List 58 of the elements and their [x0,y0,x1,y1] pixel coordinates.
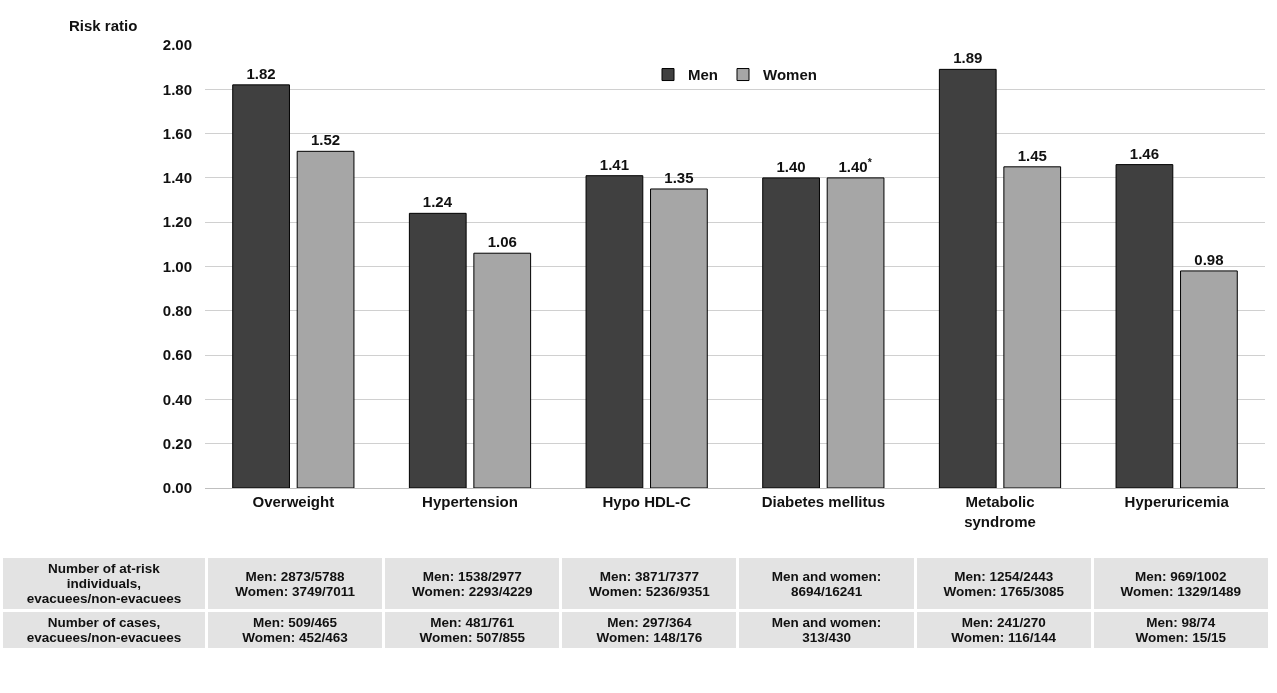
text: Men: 1538/2977 Women: 2293/4229 [383,556,561,611]
text: Men: 509/465 Women: 452/463 [206,610,384,650]
bar [938,68,997,488]
y-axis-title: Risk ratio [69,17,138,34]
data-label: 1.40$^{*}$ [838,155,873,175]
bar [1180,270,1238,488]
y-tick-label: 0.80 [162,302,192,320]
bar [408,212,467,488]
y-tick-label: 1.40 [162,169,192,187]
bar [1115,164,1174,488]
y-tick-label: 2.00 [162,36,192,54]
text: Men and women: 8694/16241 [737,556,916,611]
bar [232,84,290,488]
text: Number of at-risk individuals, evacuees/non-evacuees [1,556,207,611]
x-tick-label: Diabetes mellitus [761,493,886,510]
data-label: 1.46 [1129,144,1160,162]
data-label: 0.98 [1194,250,1224,268]
bar [1003,166,1062,488]
data-label: 1.89 [953,49,983,67]
x-tick-label: Metabolic syndrome [964,493,1036,530]
x-tick-label: Hypertension [422,493,518,510]
y-tick-label: 1.20 [162,213,192,231]
legend-label: Women [763,66,817,84]
y-tick-label: 0.40 [162,390,192,408]
bar [296,150,355,488]
text: Men: 3871/7377 Women: 5236/9351 [560,556,738,611]
bar [585,175,644,488]
bar [826,177,885,488]
data-label: 1.24 [422,193,453,211]
x-tick-label: Hypo HDL-C [602,493,691,510]
y-tick-label: 0.00 [162,479,192,497]
legend-label: Men [688,66,718,84]
y-tick-label: 0.60 [162,346,192,364]
y-tick-label: 1.60 [162,124,192,142]
bar [762,177,820,488]
text: Men: 98/74 Women: 15/15 [1092,610,1270,650]
y-tick-label: 1.80 [162,80,192,98]
text: Men and women: 313/430 [737,610,916,650]
bar [650,188,708,488]
text: Men: 297/364 Women: 148/176 [560,610,738,650]
data-label: 1.82 [246,64,276,82]
x-tick-label: Overweight [252,493,335,510]
x-tick-label: Hyperuricemia [1124,493,1230,510]
data-label: 1.40 [776,157,806,175]
data-label: 1.41 [599,155,630,173]
text: Men: 1254/2443 Women: 1765/3085 [915,556,1093,611]
text: Men: 481/761 Women: 507/855 [383,610,561,650]
y-tick-label: 0.20 [162,434,192,452]
text: Number of cases, evacuees/non-evacuees [1,610,207,650]
text: Men: 969/1002 Women: 1329/1489 [1092,556,1270,611]
y-tick-label: 1.00 [162,257,192,275]
text: Men: 2873/5788 Women: 3749/7011 [206,556,384,611]
text: Men: 241/270 Women: 116/144 [915,610,1093,650]
data-label: 1.52 [310,131,341,149]
data-label: 1.45 [1017,146,1047,164]
data-label: 1.35 [664,168,694,186]
bar [473,252,532,488]
data-label: 1.06 [487,233,517,251]
